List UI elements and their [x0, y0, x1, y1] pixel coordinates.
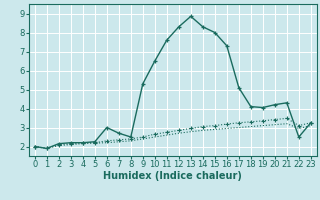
- X-axis label: Humidex (Indice chaleur): Humidex (Indice chaleur): [103, 171, 242, 181]
